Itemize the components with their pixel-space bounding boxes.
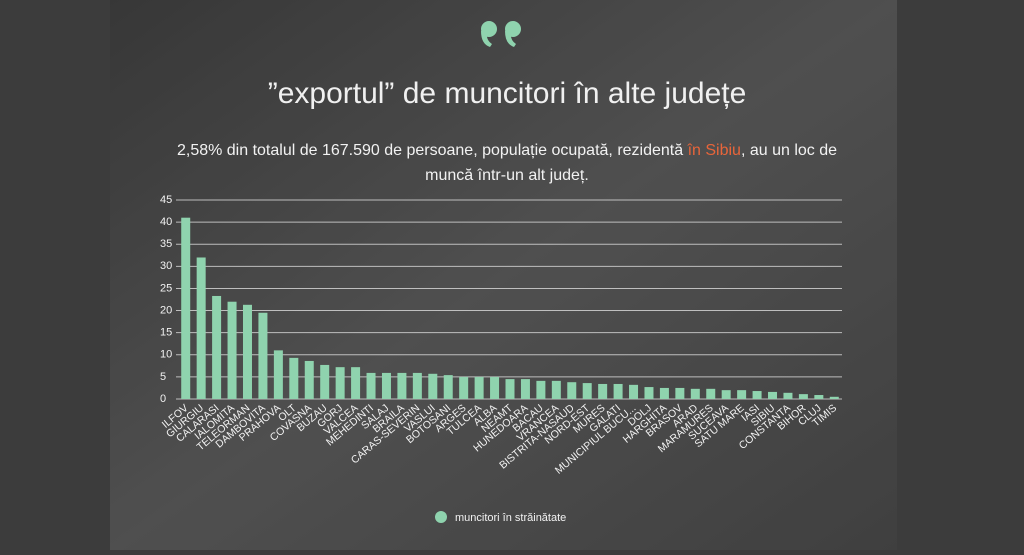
subtitle-text: , au un loc de	[741, 142, 837, 159]
overlay	[110, 0, 897, 550]
y-tick-label: 10	[160, 349, 172, 361]
bar	[366, 372, 376, 399]
bar	[567, 382, 577, 399]
bar	[629, 384, 639, 399]
bar	[181, 217, 191, 399]
bar	[397, 372, 407, 399]
legend-label: muncitori în străinătate	[455, 512, 566, 524]
bar	[242, 304, 252, 399]
y-tick-label: 5	[160, 371, 166, 383]
bar	[829, 396, 839, 399]
y-tick-label: 40	[160, 216, 172, 228]
bar	[551, 380, 561, 399]
bar	[474, 376, 484, 399]
y-tick-label: 0	[160, 393, 166, 405]
bar	[443, 375, 453, 399]
bar	[582, 383, 592, 399]
y-tick-label: 20	[160, 304, 172, 316]
bar	[675, 387, 685, 399]
bar	[335, 367, 345, 399]
bar	[798, 394, 808, 399]
subtitle-highlight: în Sibiu	[687, 142, 741, 159]
bar	[737, 390, 747, 399]
y-tick-label: 30	[160, 260, 172, 272]
y-tick-label: 15	[160, 327, 172, 339]
bar	[412, 372, 422, 399]
bar	[505, 379, 515, 399]
bar	[613, 383, 623, 399]
bar	[644, 387, 654, 399]
background-photo	[110, 0, 897, 550]
bar	[459, 376, 469, 399]
bar	[490, 376, 500, 399]
quote-icon	[481, 21, 521, 47]
y-tick-label: 25	[160, 282, 172, 294]
bar	[273, 350, 283, 399]
legend-marker	[435, 511, 447, 523]
bar	[520, 379, 530, 399]
subtitle-text: 2,58% din totalul de 167.590 de persoane…	[177, 142, 688, 159]
bar	[536, 380, 546, 399]
bar	[351, 367, 361, 399]
bar	[598, 383, 608, 399]
bar	[227, 301, 237, 399]
bar	[304, 360, 314, 399]
bar	[196, 257, 206, 399]
bar	[320, 364, 330, 399]
bar	[428, 373, 438, 399]
bar	[258, 312, 268, 399]
y-tick-label: 35	[160, 238, 172, 250]
bar	[814, 395, 824, 399]
bar	[659, 387, 669, 399]
chart-title: ”exportul” de muncitori în alte județe	[268, 77, 747, 110]
y-tick-label: 45	[160, 194, 172, 206]
bar	[212, 295, 222, 399]
bar	[721, 390, 731, 399]
bar	[752, 391, 762, 399]
bar	[706, 388, 716, 399]
bar	[690, 388, 700, 399]
bar	[381, 372, 391, 399]
subtitle: muncă într-un alt județ.	[425, 167, 589, 184]
bar	[768, 391, 778, 399]
bar	[289, 357, 299, 399]
bar	[783, 392, 793, 399]
subtitle: 2,58% din totalul de 167.590 de persoane…	[177, 142, 837, 159]
